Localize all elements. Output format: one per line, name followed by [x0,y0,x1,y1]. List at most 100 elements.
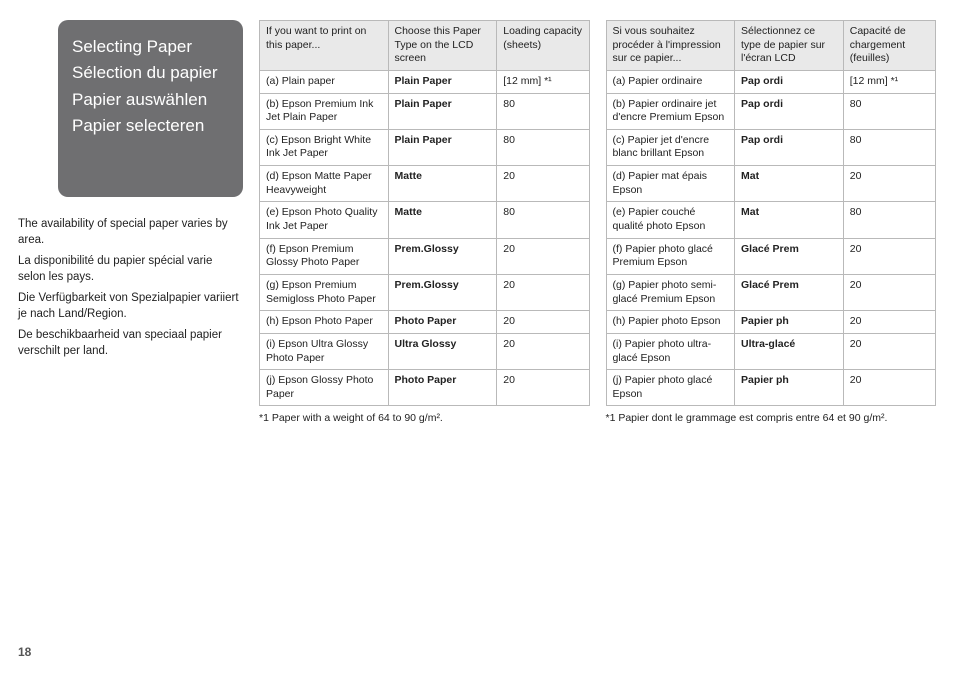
table-row: (f) Epson Premium Glossy Photo PaperPrem… [260,238,590,274]
table-row: (i) Epson Ultra Glossy Photo PaperUltra … [260,333,590,369]
page-content: Selecting Paper Sélection du papier Papi… [0,0,954,426]
cell-capacity: 20 [843,166,935,202]
th-en-c1: If you want to print on this paper... [260,21,389,71]
cell-capacity: 20 [843,333,935,369]
footnote-en: *1 Paper with a weight of 64 to 90 g/m². [259,412,590,426]
table-row: (c) Papier jet d'encre blanc brillant Ep… [606,129,936,165]
cell-paper: (c) Papier jet d'encre blanc brillant Ep… [606,129,735,165]
cell-type: Plain Paper [388,129,497,165]
cell-type: Mat [735,166,844,202]
cell-paper: (f) Epson Premium Glossy Photo Paper [260,238,389,274]
th-en-c2: Choose this Paper Type on the LCD screen [388,21,497,71]
cell-type: Papier ph [735,311,844,334]
cell-type: Pap ordi [735,70,844,93]
cell-capacity: 20 [497,238,589,274]
availability-notes: The availability of special paper varies… [18,217,243,359]
table-fr-wrap: Si vous souhaitez procéder à l'impressio… [606,20,937,426]
paper-table-en: If you want to print on this paper... Ch… [259,20,590,406]
availability-en: The availability of special paper varies… [18,217,243,248]
cell-capacity: 80 [497,129,589,165]
table-row: (b) Epson Premium Ink Jet Plain PaperPla… [260,93,590,129]
table-en-wrap: If you want to print on this paper... Ch… [259,20,590,426]
cell-capacity: 20 [497,370,589,406]
cell-paper: (i) Epson Ultra Glossy Photo Paper [260,333,389,369]
table-row: (d) Epson Matte Paper HeavyweightMatte20 [260,166,590,202]
cell-type: Glacé Prem [735,238,844,274]
title-en: Selecting Paper [72,34,229,60]
cell-paper: (e) Epson Photo Quality Ink Jet Paper [260,202,389,238]
cell-type: Photo Paper [388,311,497,334]
table-row: (h) Papier photo EpsonPapier ph20 [606,311,936,334]
cell-capacity: 80 [497,93,589,129]
cell-type: Prem.Glossy [388,274,497,310]
cell-type: Glacé Prem [735,274,844,310]
left-column: Selecting Paper Sélection du papier Papi… [18,20,243,426]
table-row: (e) Papier couché qualité photo EpsonMat… [606,202,936,238]
cell-capacity: 20 [843,238,935,274]
footnote-fr: *1 Papier dont le grammage est compris e… [606,412,937,426]
availability-nl: De beschikbaarheid van speciaal papier v… [18,328,243,359]
cell-capacity: 20 [497,166,589,202]
table-row: (g) Papier photo semi-glacé Premium Epso… [606,274,936,310]
cell-capacity: 20 [497,274,589,310]
tbody-fr: (a) Papier ordinairePap ordi[12 mm] *¹(b… [606,70,936,406]
cell-capacity: 20 [843,370,935,406]
cell-capacity: 80 [497,202,589,238]
cell-paper: (a) Papier ordinaire [606,70,735,93]
cell-type: Matte [388,166,497,202]
availability-de: Die Verfügbarkeit von Spezialpapier vari… [18,291,243,322]
cell-type: Plain Paper [388,70,497,93]
cell-paper: (a) Plain paper [260,70,389,93]
cell-paper: (e) Papier couché qualité photo Epson [606,202,735,238]
tbody-en: (a) Plain paperPlain Paper[12 mm] *¹(b) … [260,70,590,406]
cell-paper: (b) Papier ordinaire jet d'encre Premium… [606,93,735,129]
table-row: (i) Papier photo ultra-glacé EpsonUltra-… [606,333,936,369]
cell-paper: (d) Epson Matte Paper Heavyweight [260,166,389,202]
cell-paper: (d) Papier mat épais Epson [606,166,735,202]
cell-paper: (g) Epson Premium Semigloss Photo Paper [260,274,389,310]
cell-capacity: 20 [843,311,935,334]
cell-type: Papier ph [735,370,844,406]
table-row: (b) Papier ordinaire jet d'encre Premium… [606,93,936,129]
table-row: (a) Papier ordinairePap ordi[12 mm] *¹ [606,70,936,93]
cell-capacity: 80 [843,202,935,238]
th-fr-c3: Capacité de chargement (feuilles) [843,21,935,71]
cell-capacity: 20 [497,311,589,334]
cell-capacity: [12 mm] *¹ [843,70,935,93]
cell-type: Ultra-glacé [735,333,844,369]
title-box: Selecting Paper Sélection du papier Papi… [58,20,243,197]
cell-paper: (j) Papier photo glacé Epson [606,370,735,406]
cell-type: Photo Paper [388,370,497,406]
cell-capacity: [12 mm] *¹ [497,70,589,93]
cell-paper: (j) Epson Glossy Photo Paper [260,370,389,406]
cell-capacity: 20 [497,333,589,369]
th-fr-c1: Si vous souhaitez procéder à l'impressio… [606,21,735,71]
cell-type: Ultra Glossy [388,333,497,369]
table-row: (d) Papier mat épais EpsonMat20 [606,166,936,202]
cell-paper: (h) Papier photo Epson [606,311,735,334]
table-row: (a) Plain paperPlain Paper[12 mm] *¹ [260,70,590,93]
table-row: (e) Epson Photo Quality Ink Jet PaperMat… [260,202,590,238]
cell-paper: (g) Papier photo semi-glacé Premium Epso… [606,274,735,310]
cell-type: Pap ordi [735,129,844,165]
title-de: Papier auswählen [72,87,229,113]
page-number: 18 [18,645,31,659]
table-row: (h) Epson Photo PaperPhoto Paper20 [260,311,590,334]
cell-paper: (h) Epson Photo Paper [260,311,389,334]
cell-type: Plain Paper [388,93,497,129]
th-fr-c2: Sélectionnez ce type de papier sur l'écr… [735,21,844,71]
table-row: (c) Epson Bright White Ink Jet PaperPlai… [260,129,590,165]
cell-paper: (i) Papier photo ultra-glacé Epson [606,333,735,369]
table-row: (g) Epson Premium Semigloss Photo PaperP… [260,274,590,310]
cell-type: Pap ordi [735,93,844,129]
title-fr: Sélection du papier [72,60,229,86]
cell-type: Prem.Glossy [388,238,497,274]
cell-capacity: 20 [843,274,935,310]
cell-capacity: 80 [843,93,935,129]
cell-type: Mat [735,202,844,238]
table-row: (j) Papier photo glacé EpsonPapier ph20 [606,370,936,406]
cell-paper: (b) Epson Premium Ink Jet Plain Paper [260,93,389,129]
cell-capacity: 80 [843,129,935,165]
table-row: (f) Papier photo glacé Premium EpsonGlac… [606,238,936,274]
cell-paper: (c) Epson Bright White Ink Jet Paper [260,129,389,165]
